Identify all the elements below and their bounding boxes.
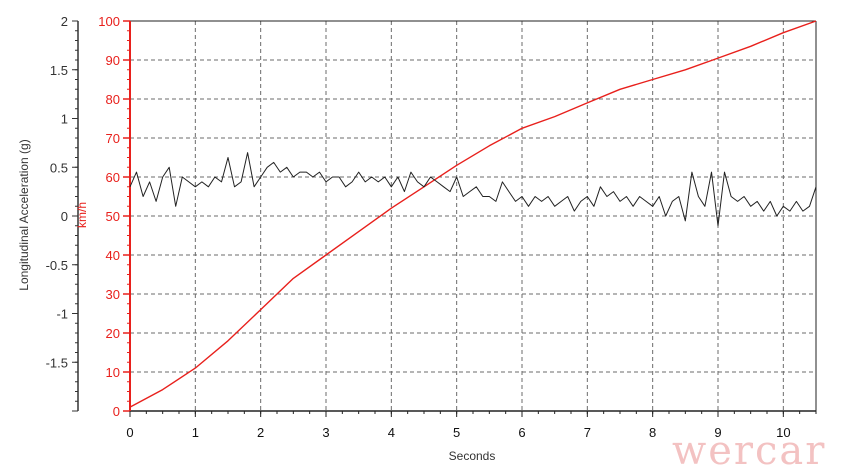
left-tick-label: -1.5 [46,355,68,370]
right-tick-label: 70 [106,131,120,146]
x-tick-label: 9 [714,425,721,440]
x-tick-label: 3 [322,425,329,440]
right-tick-label: 10 [106,365,120,380]
series-lines [129,20,817,408]
left-tick-label: -1 [56,307,68,322]
speed-series-line [129,20,817,408]
right-tick-label: 30 [106,287,120,302]
x-tick-label: 0 [126,425,133,440]
x-tick-label: 10 [776,425,790,440]
right-tick-label: 80 [106,92,120,107]
right-tick-label: 20 [106,326,120,341]
right-tick-label: 40 [106,248,120,263]
right-axis-ticks: 0 10 20 30 40 50 60 70 80 90 100 [98,14,130,419]
x-tick-label: 5 [453,425,460,440]
left-tick-label: -0.5 [46,258,68,273]
x-tick-label: 7 [584,425,591,440]
right-tick-label: 100 [98,14,120,29]
left-tick-label: 1.5 [50,63,68,78]
x-tick-label: 1 [192,425,199,440]
left-tick-label: 1 [61,112,68,127]
x-tick-label: 8 [649,425,656,440]
left-axis-label: Longitudinal Acceleration (g) [17,139,31,290]
x-tick-label: 2 [257,425,264,440]
x-axis-ticks: 0 1 2 3 4 5 6 7 8 9 10 [126,411,817,440]
left-axis-ticks: -1.5 -1 -0.5 0 0.5 1 1.5 2 [46,14,78,412]
right-tick-label: 60 [106,170,120,185]
right-tick-label: 50 [106,209,120,224]
x-tick-label: 4 [388,425,395,440]
x-axis-label: Seconds [449,449,496,463]
watermark-text: wercar [672,428,826,474]
left-tick-label: 2 [61,14,68,29]
right-axis-label: km/h [75,202,89,228]
left-tick-label: 0.5 [50,160,68,175]
right-tick-label: 0 [113,404,120,419]
x-tick-label: 6 [518,425,525,440]
left-tick-label: 0 [61,209,68,224]
right-tick-label: 90 [106,53,120,68]
acceleration-series-line [129,152,817,227]
grid [130,21,816,411]
